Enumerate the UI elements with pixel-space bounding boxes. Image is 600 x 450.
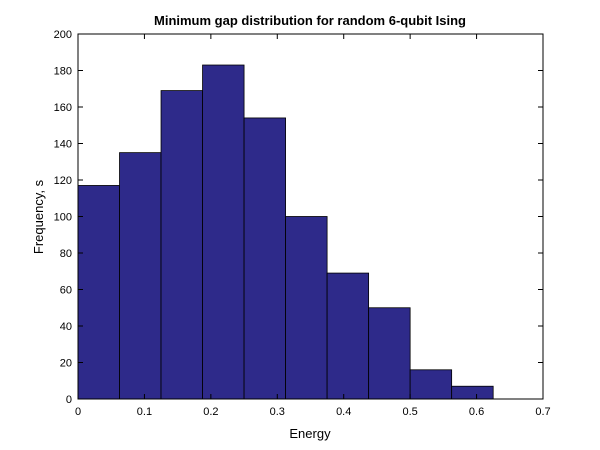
y-tick-label: 60 [60, 285, 72, 297]
x-axis-label: Energy [289, 426, 331, 441]
histogram-bar [409, 369, 453, 400]
axes-group: 0 0.1 0.2 0.3 0.4 0.5 0.6 0.7 0 20 40 60 80 100 120 140… [54, 29, 551, 418]
y-tick-label: 100 [54, 212, 72, 224]
y-tick-label: 140 [54, 139, 72, 151]
histogram-bar [285, 216, 328, 400]
bars-group [77, 64, 494, 400]
y-tick-label: 200 [54, 29, 72, 41]
y-tick-label: 120 [54, 175, 72, 187]
x-tick-label: 0 [75, 406, 81, 418]
y-tick-label: 180 [54, 66, 72, 78]
x-tick-label: 0.5 [402, 406, 417, 418]
x-tick-label: 0.1 [137, 406, 152, 418]
y-tick-label: 20 [60, 358, 72, 370]
y-axis-label: Frequency, s [31, 179, 46, 254]
histogram-bar [77, 185, 120, 400]
y-tick-label: 40 [60, 321, 72, 333]
x-tick-label: 0.4 [336, 406, 351, 418]
y-tick-label: 160 [54, 102, 72, 114]
y-tick-label: 80 [60, 248, 72, 260]
histogram-bar [119, 152, 162, 400]
x-tick-label: 0.6 [469, 406, 484, 418]
x-tick-label: 0.3 [270, 406, 285, 418]
chart-title: Minimum gap distribution for random 6-qu… [154, 13, 466, 28]
histogram-bar [326, 272, 370, 400]
histogram-bar [202, 64, 245, 400]
y-tick-label: 0 [66, 394, 72, 406]
histogram-bar [451, 385, 494, 400]
histogram-bar [243, 117, 286, 400]
histogram-bar [160, 90, 203, 400]
histogram-bar [368, 307, 411, 400]
x-tick-label: 0.2 [203, 406, 218, 418]
x-tick-label: 0.7 [535, 406, 550, 418]
